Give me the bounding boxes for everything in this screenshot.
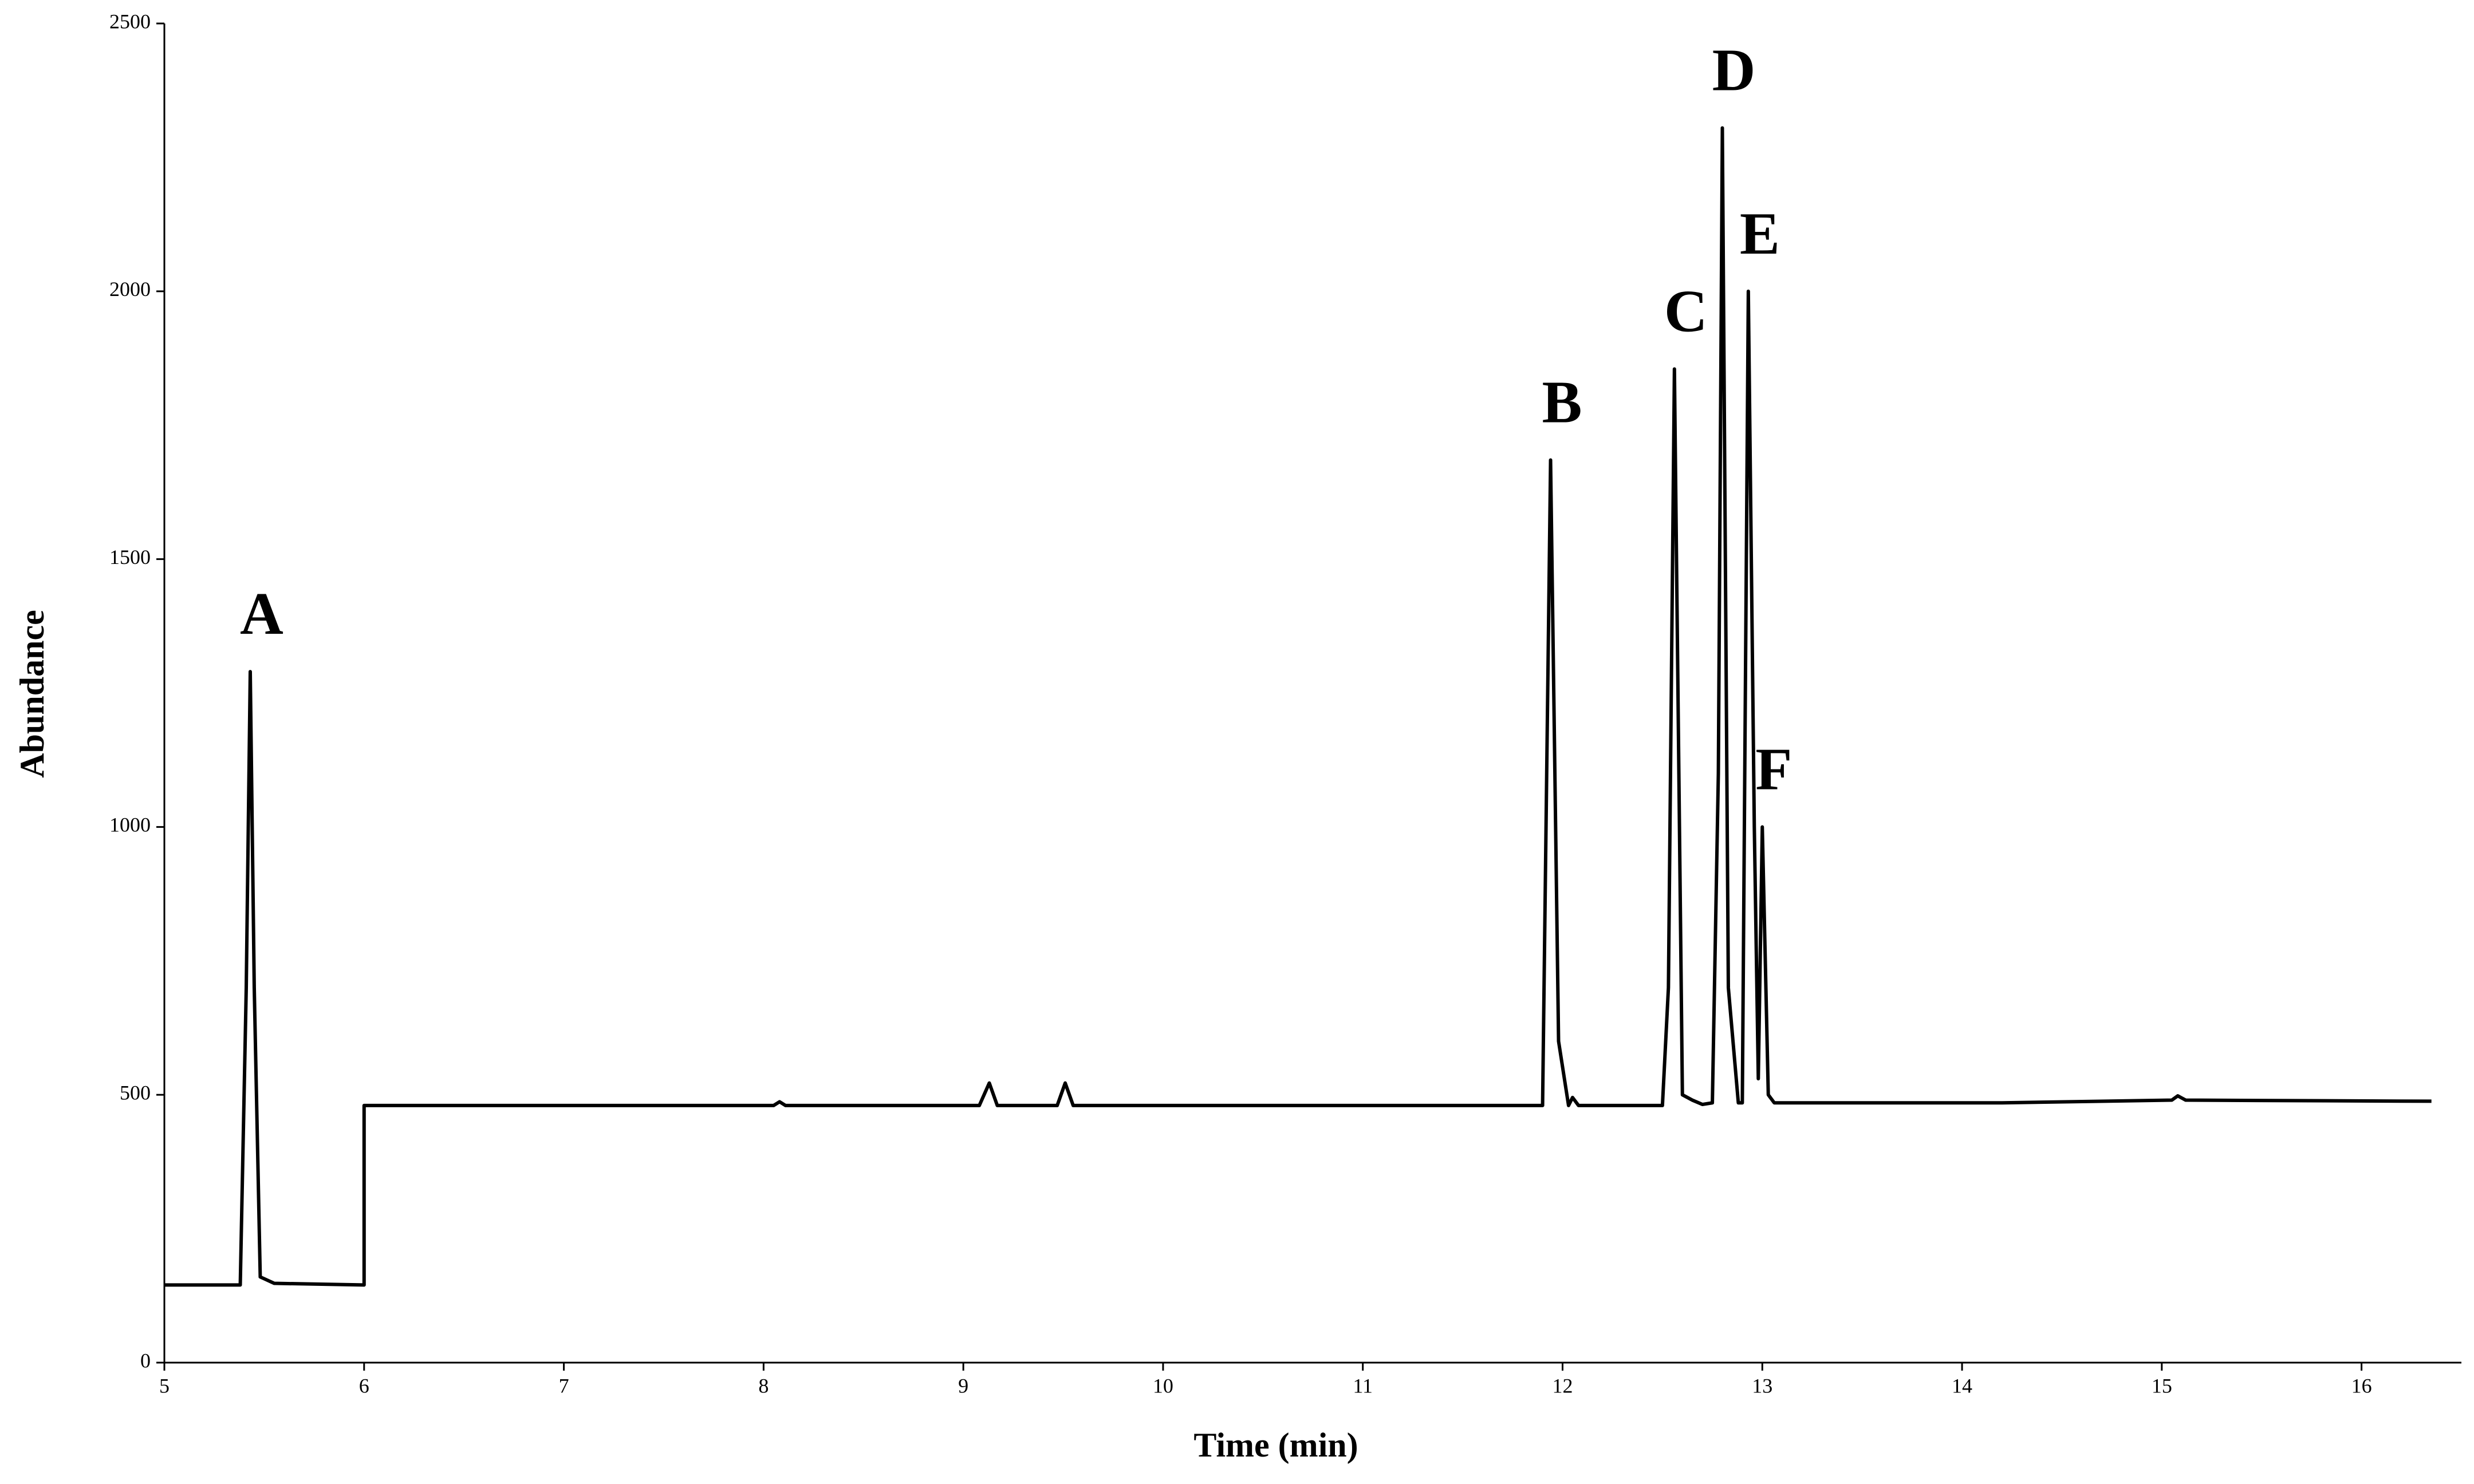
x-tick-label: 7: [559, 1374, 569, 1397]
x-axis-title: Time (min): [1193, 1426, 1358, 1464]
x-tick-label: 9: [958, 1374, 968, 1397]
x-tick-label: 10: [1153, 1374, 1173, 1397]
x-tick-label: 12: [1552, 1374, 1573, 1397]
peak-label: A: [240, 580, 283, 647]
x-tick-label: 15: [2152, 1374, 2172, 1397]
y-tick-label: 1500: [109, 546, 151, 569]
y-tick-label: 2000: [109, 278, 151, 301]
peak-label: D: [1712, 37, 1756, 104]
x-tick-label: 6: [359, 1374, 369, 1397]
y-tick-label: 500: [120, 1081, 151, 1104]
y-tick-label: 2500: [109, 10, 151, 33]
y-tick-label: 1000: [109, 814, 151, 836]
y-tick-label: 0: [140, 1349, 151, 1372]
x-tick-label: 11: [1353, 1374, 1373, 1397]
peak-label: C: [1664, 278, 1708, 345]
x-tick-label: 8: [758, 1374, 769, 1397]
y-axis-title: Abundance: [13, 610, 51, 777]
x-tick-label: 14: [1952, 1374, 1972, 1397]
peak-label: E: [1740, 200, 1780, 267]
line-series: [164, 126, 2432, 1287]
x-tick-label: 16: [2351, 1374, 2372, 1397]
x-tick-label: 5: [159, 1374, 170, 1397]
peak-label: B: [1542, 369, 1582, 436]
peak-label: F: [1755, 735, 1792, 802]
x-tick-label: 13: [1752, 1374, 1772, 1397]
